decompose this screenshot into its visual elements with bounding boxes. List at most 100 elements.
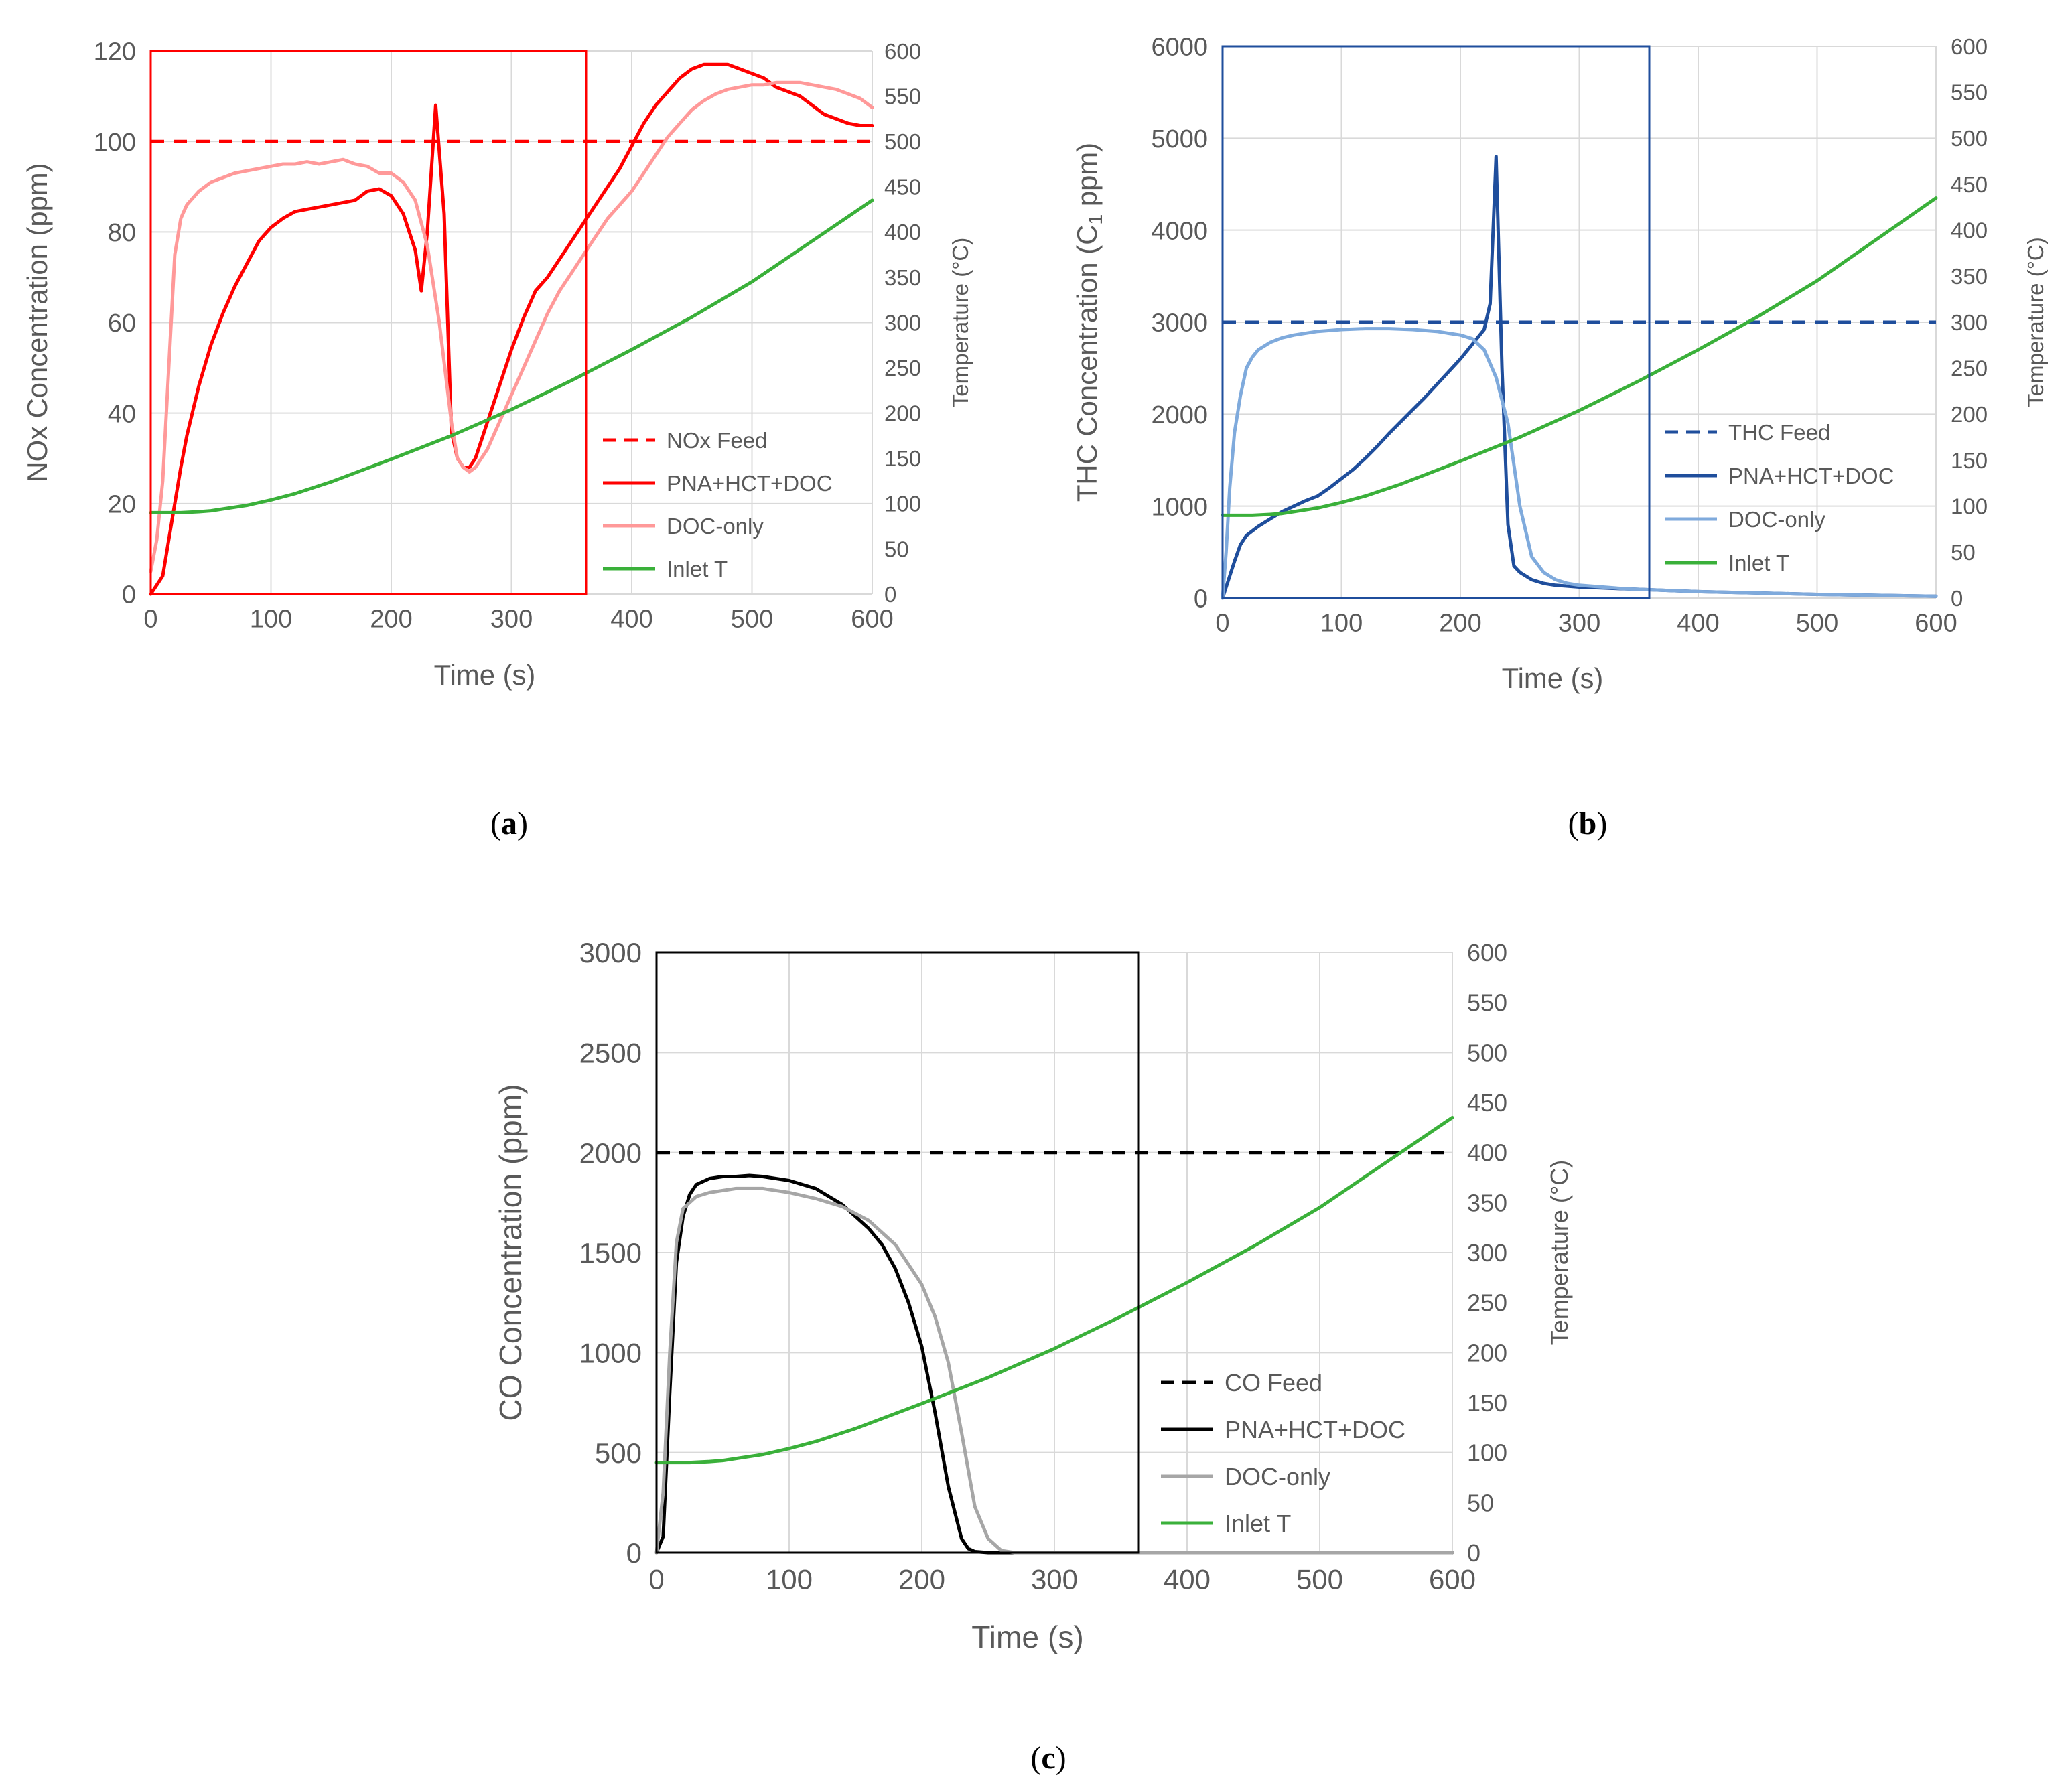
series-line-doc-only xyxy=(149,80,874,573)
y-tick-label: 0 xyxy=(626,1537,642,1569)
series-line-doc-only xyxy=(1221,327,1938,600)
y2-tick-label: 150 xyxy=(884,446,921,471)
y-axis-title-text: CO Concentration (ppm) xyxy=(493,1084,528,1421)
y-tick-label: 0 xyxy=(122,581,136,610)
y2-tick-label: 200 xyxy=(884,401,921,426)
y-tick-label: 1500 xyxy=(579,1237,642,1269)
y2-tick-label: 450 xyxy=(1467,1089,1507,1117)
y-tick-label: 100 xyxy=(94,129,136,157)
highlight-box xyxy=(149,50,588,595)
highlight-box xyxy=(655,951,1140,1554)
y2-tick-label: 500 xyxy=(1951,126,1988,151)
y-tick-label: 20 xyxy=(108,491,136,519)
y2-tick-label: 400 xyxy=(1467,1139,1507,1167)
x-tick-label: 200 xyxy=(370,605,412,633)
y-tick-label: 2000 xyxy=(579,1137,642,1169)
y-axis-title-text: NOx Concentration (ppm) xyxy=(21,163,53,482)
legend-label: DOC-only xyxy=(667,514,764,539)
y2-tick-label: 400 xyxy=(1951,218,1988,243)
y2-tick-label: 50 xyxy=(884,537,909,561)
legend-label: CO Feed xyxy=(1225,1369,1322,1397)
caption-open-paren: ( xyxy=(490,806,501,841)
y-tick-label: 0 xyxy=(1194,585,1208,614)
x-tick-label: 600 xyxy=(851,605,893,633)
y-tick-label: 3000 xyxy=(579,937,642,969)
series-line-inlet-t xyxy=(149,198,874,514)
y-tick-label: 500 xyxy=(595,1437,642,1469)
x-tick-label: 500 xyxy=(1296,1564,1343,1595)
y-axis-title: NOx Concentration (ppm) xyxy=(21,163,53,482)
y2-tick-label: 150 xyxy=(1467,1389,1507,1417)
y2-tick-label: 100 xyxy=(1951,494,1988,519)
x-axis-title: Time (s) xyxy=(971,1620,1084,1654)
y2-axis-title: Temperature (°C) xyxy=(948,238,973,407)
caption-close-paren: ) xyxy=(517,806,528,841)
legend-label: DOC-only xyxy=(1225,1463,1330,1490)
y2-tick-label: 0 xyxy=(884,582,896,607)
caption-letter: a xyxy=(501,806,517,841)
x-tick-label: 0 xyxy=(143,605,157,633)
y2-tick-label: 0 xyxy=(1467,1539,1480,1567)
x-tick-label: 100 xyxy=(1320,609,1363,637)
y2-tick-label: 400 xyxy=(884,220,921,244)
x-tick-label: 300 xyxy=(490,605,533,633)
x-tick-label: 0 xyxy=(648,1564,664,1595)
series-line-pna-hct-doc xyxy=(149,62,874,596)
y-tick-label: 2500 xyxy=(579,1037,642,1068)
y-axis-title-text: THC Concentration (C xyxy=(1071,225,1103,502)
y2-axis-title: Temperature (°C) xyxy=(1545,1160,1573,1345)
x-tick-label: 300 xyxy=(1558,609,1600,637)
y2-tick-label: 150 xyxy=(1951,448,1988,473)
highlight-box xyxy=(1221,45,1651,599)
caption-open-paren: ( xyxy=(1030,1740,1041,1776)
y-tick-label: 4000 xyxy=(1151,217,1208,245)
legend-label: Inlet T xyxy=(1728,551,1789,575)
series-line-doc-only xyxy=(654,1186,1454,1555)
y2-tick-label: 100 xyxy=(1467,1439,1507,1467)
legend-label: PNA+HCT+DOC xyxy=(1225,1416,1405,1443)
y-tick-label: 60 xyxy=(108,309,136,338)
legend-label: PNA+HCT+DOC xyxy=(667,471,833,496)
y2-tick-label: 600 xyxy=(1951,34,1988,59)
y2-tick-label: 550 xyxy=(884,84,921,109)
legend-label: NOx Feed xyxy=(667,428,767,453)
y-tick-label: 40 xyxy=(108,400,136,428)
y-tick-label: 6000 xyxy=(1151,33,1208,62)
x-tick-label: 100 xyxy=(250,605,292,633)
series-line-inlet-t xyxy=(654,1115,1454,1465)
y2-tick-label: 300 xyxy=(1467,1239,1507,1267)
series-line-inlet-t xyxy=(1221,196,1938,517)
y2-tick-label: 550 xyxy=(1951,80,1988,105)
y-axis-title-tail: ppm) xyxy=(1071,143,1103,214)
y2-tick-label: 200 xyxy=(1951,402,1988,427)
x-tick-label: 500 xyxy=(1796,609,1838,637)
legend-label: PNA+HCT+DOC xyxy=(1728,463,1894,488)
y2-tick-label: 200 xyxy=(1467,1339,1507,1366)
x-tick-label: 200 xyxy=(1439,609,1481,637)
x-tick-label: 0 xyxy=(1215,609,1229,637)
y2-tick-label: 50 xyxy=(1951,540,1976,565)
legend-label: Inlet T xyxy=(1225,1510,1291,1537)
y2-tick-label: 250 xyxy=(1467,1289,1507,1317)
y2-axis-title: Temperature (°C) xyxy=(2023,237,2048,407)
caption-open-paren: ( xyxy=(1568,806,1579,841)
legend-label: Inlet T xyxy=(667,557,728,581)
legend-label: THC Feed xyxy=(1728,420,1830,445)
x-tick-label: 200 xyxy=(898,1564,945,1595)
legend-label: DOC-only xyxy=(1728,507,1825,532)
y-tick-label: 5000 xyxy=(1151,125,1208,153)
x-axis-title: Time (s) xyxy=(1502,662,1604,694)
y2-tick-label: 250 xyxy=(1951,356,1988,381)
x-tick-label: 400 xyxy=(1677,609,1719,637)
x-tick-label: 100 xyxy=(766,1564,813,1595)
y2-tick-label: 450 xyxy=(884,175,921,200)
x-tick-label: 300 xyxy=(1031,1564,1078,1595)
x-tick-label: 400 xyxy=(1164,1564,1211,1595)
y-tick-label: 2000 xyxy=(1151,401,1208,429)
panel-caption: (c) xyxy=(1030,1740,1066,1776)
y2-tick-label: 350 xyxy=(1951,264,1988,289)
